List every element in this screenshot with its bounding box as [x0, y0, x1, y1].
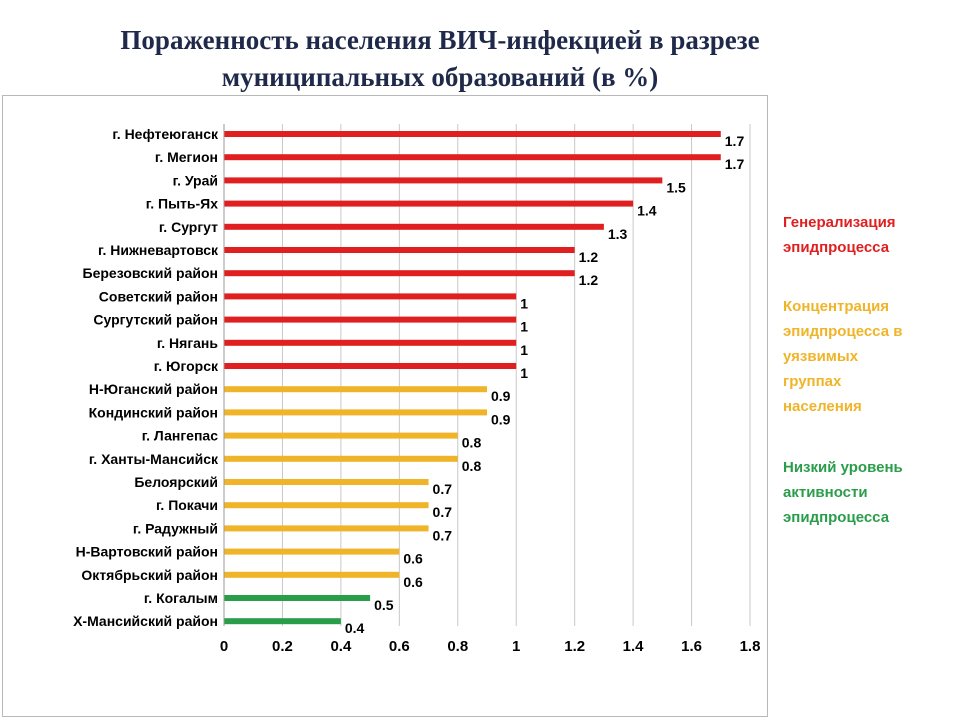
- bar-4: [224, 223, 604, 230]
- value-label-21: 0.4: [345, 620, 365, 636]
- bar-20: [224, 595, 371, 601]
- legend-yellow: Концентрация эпидпроцесса в уязвимых группа…: [783, 294, 953, 419]
- chart-title-line-2: муниципальных образований (в %): [221, 62, 659, 92]
- bar-7: [224, 293, 517, 300]
- category-label-16: г. Покачи: [156, 497, 218, 513]
- x-tick-label-8: 1.6: [681, 638, 702, 655]
- chart-title: Пораженность населения ВИЧ-инфекцией в р…: [60, 22, 820, 96]
- value-label-5: 1.2: [579, 249, 599, 265]
- category-label-20: г. Когалым: [144, 590, 218, 606]
- legend-yellow-line-4: населения: [783, 398, 862, 415]
- category-label-21: Х-Мансийский район: [73, 613, 218, 629]
- value-label-0: 1.7: [725, 133, 745, 149]
- x-tick-label-3: 0.6: [389, 638, 410, 655]
- category-label-1: г. Мегион: [155, 149, 218, 165]
- bar-0: [224, 131, 721, 137]
- value-label-7: 1: [520, 295, 528, 311]
- value-label-11: 0.9: [491, 388, 511, 404]
- legend-yellow-line-3: группах: [783, 373, 842, 390]
- bar-5: [224, 247, 575, 253]
- category-label-12: Кондинский район: [89, 404, 218, 420]
- legend-green: Низкий уровень активности эпидпроцесса: [783, 455, 953, 530]
- x-tick-label-2: 0.4: [330, 638, 352, 655]
- value-label-8: 1: [520, 319, 528, 335]
- value-label-16: 0.7: [433, 504, 453, 520]
- category-label-19: Октябрьский район: [81, 567, 218, 583]
- legend-yellow-line-1: эпидпроцесса в: [783, 323, 903, 340]
- bar-19: [224, 571, 400, 578]
- category-label-18: Н-Вартовский район: [76, 544, 218, 560]
- x-tick-label-6: 1.2: [564, 638, 585, 655]
- x-tick-label-9: 1.8: [740, 638, 761, 655]
- x-tick-label-0: 0: [220, 638, 228, 655]
- value-label-12: 0.9: [491, 411, 511, 427]
- bar-12: [224, 409, 487, 416]
- value-label-15: 0.7: [433, 481, 453, 497]
- legend-red: Генерализация эпидпроцесса: [783, 210, 953, 260]
- category-label-7: Советский район: [99, 288, 218, 304]
- bar-9: [224, 339, 517, 346]
- bar-3: [224, 200, 634, 207]
- bar-chart: 0 0.2 0.4 0.6 0.8 1 1.2 1.4 1.6 1.8 г. Нефтеюганск…: [73, 124, 761, 655]
- category-label-11: Н-Юганский район: [89, 381, 218, 397]
- bar-2: [224, 177, 663, 184]
- bar-11: [224, 386, 487, 393]
- value-label-2: 1.5: [666, 179, 686, 195]
- legend-green-line-0: Низкий уровень: [783, 459, 903, 476]
- category-label-5: г. Нижневартовск: [98, 242, 219, 258]
- bar-14: [224, 455, 458, 462]
- value-label-10: 1: [520, 365, 528, 381]
- value-label-6: 1.2: [579, 272, 599, 288]
- legend-red-line-0: Генерализация: [783, 214, 896, 231]
- legend-yellow-line-0: Концентрация: [783, 298, 890, 315]
- value-label-20: 0.5: [374, 597, 394, 613]
- bar-10: [224, 363, 517, 369]
- category-label-2: г. Урай: [173, 172, 218, 188]
- bar-15: [224, 479, 429, 485]
- category-label-4: г. Сургут: [159, 219, 218, 235]
- category-label-3: г. Пыть-Ях: [146, 196, 218, 212]
- legend-yellow-line-2: уязвимых: [783, 348, 859, 365]
- x-tick-label-4: 0.8: [447, 638, 468, 655]
- x-tick-label-5: 1: [512, 638, 520, 655]
- category-label-13: г. Лангепас: [142, 428, 218, 444]
- category-label-17: г. Радужный: [133, 520, 218, 536]
- category-label-10: г. Югорск: [154, 358, 219, 374]
- x-tick-label-1: 0.2: [272, 638, 293, 655]
- value-label-9: 1: [520, 342, 528, 358]
- bar-21: [224, 618, 341, 625]
- value-label-4: 1.3: [608, 226, 628, 242]
- chart-title-line-1: Пораженность населения ВИЧ-инфекцией в р…: [120, 25, 760, 55]
- legend-green-line-1: активности: [783, 484, 868, 501]
- category-label-15: Белоярский: [134, 474, 218, 490]
- category-label-8: Сургутский район: [93, 312, 218, 328]
- bar-6: [224, 270, 575, 277]
- value-label-14: 0.8: [462, 458, 482, 474]
- bar-18: [224, 548, 400, 555]
- category-label-6: Березовский район: [83, 265, 218, 281]
- value-label-13: 0.8: [462, 435, 482, 451]
- value-label-3: 1.4: [637, 203, 657, 219]
- value-label-18: 0.6: [403, 551, 423, 567]
- bar-13: [224, 432, 458, 439]
- legend-red-line-1: эпидпроцесса: [783, 239, 890, 256]
- bar-1: [224, 154, 721, 161]
- bar-8: [224, 316, 517, 323]
- bar-16: [224, 502, 429, 509]
- value-label-19: 0.6: [403, 574, 423, 590]
- value-label-1: 1.7: [725, 156, 745, 172]
- x-tick-label-7: 1.4: [623, 638, 645, 655]
- value-label-17: 0.7: [433, 527, 453, 543]
- bar-17: [224, 525, 429, 532]
- category-label-14: г. Ханты-Мансийск: [89, 451, 219, 467]
- legend-green-line-2: эпидпроцесса: [783, 509, 890, 526]
- category-label-0: г. Нефтеюганск: [112, 126, 219, 142]
- chart-area: 0 0.2 0.4 0.6 0.8 1 1.2 1.4 1.6 1.8 г. Нефтеюганск…: [2, 95, 768, 717]
- category-label-9: г. Нягань: [157, 335, 219, 351]
